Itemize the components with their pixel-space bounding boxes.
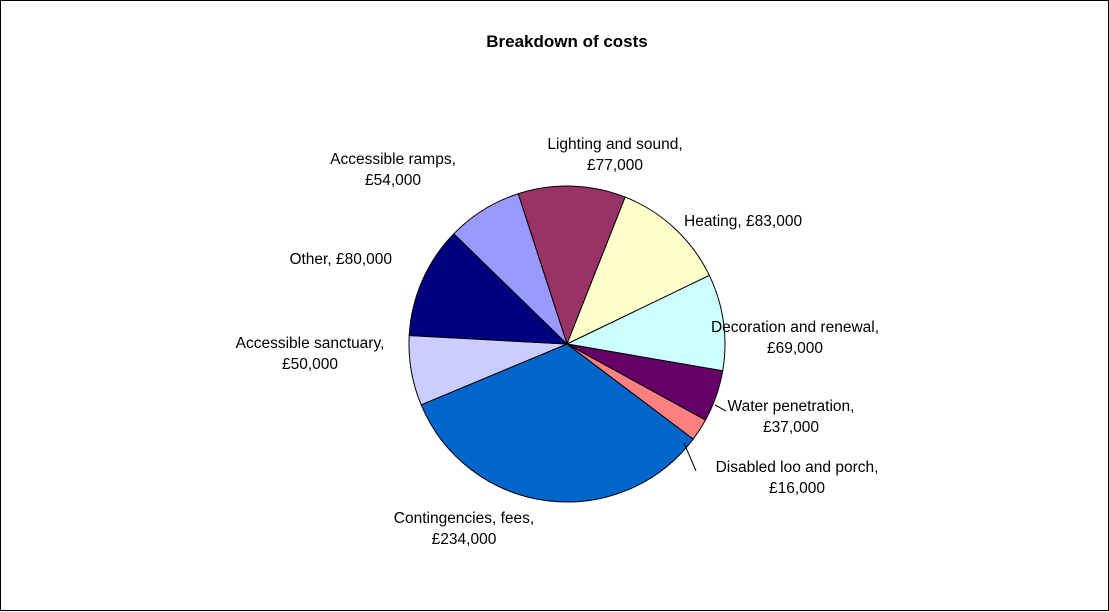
pie-slice-accessible-ramps — [453, 193, 568, 345]
leader-line — [714, 404, 727, 412]
pie-slices — [408, 185, 726, 503]
data-label: Accessible ramps, £54,000 — [330, 151, 456, 189]
data-label-category: Accessible sanctuary, — [236, 335, 385, 352]
data-label-category: Decoration and renewal, — [711, 319, 879, 336]
pie-slice-lighting-and-sound — [517, 185, 626, 346]
data-label-value: £69,000 — [767, 340, 823, 357]
leader-lines — [683, 404, 727, 472]
data-label-category: Water penetration, — [728, 398, 855, 415]
data-label-value: £77,000 — [587, 157, 643, 174]
data-label: Heating, £83,000 — [684, 213, 802, 230]
data-labels: Lighting and sound, £77,000 Heating, £83,0… — [236, 136, 879, 548]
data-label: Disabled loo and porch, £16,000 — [716, 459, 879, 497]
pie-slice-other — [408, 233, 569, 345]
data-label-category: Heating, — [684, 213, 742, 230]
pie-slice-decoration-and-renewal — [565, 274, 726, 372]
data-label: Water penetration, £37,000 — [728, 398, 855, 436]
data-label-category: Disabled loo and porch, — [716, 459, 879, 476]
data-label-category: Contingencies, fees, — [394, 510, 534, 527]
data-label: Lighting and sound, £77,000 — [547, 136, 682, 174]
data-label: Accessible sanctuary, £50,000 — [236, 335, 385, 373]
data-label: Contingencies, fees, £234,000 — [394, 510, 534, 548]
data-label-value: £16,000 — [769, 480, 825, 497]
data-label-category: Lighting and sound, — [547, 136, 682, 153]
data-label-value: £83,000 — [742, 213, 803, 230]
pie-slice-heating — [566, 196, 711, 346]
data-label: Other, £80,000 — [289, 251, 392, 268]
data-label: Decoration and renewal, £69,000 — [711, 319, 879, 357]
data-label-value: £37,000 — [763, 419, 819, 436]
data-label-category: Accessible ramps, — [330, 151, 456, 168]
data-label-category: Other, — [289, 251, 331, 268]
data-label-value: £80,000 — [332, 251, 393, 268]
pie-slice-contingencies-fees — [420, 343, 694, 503]
leader-line — [683, 442, 697, 472]
data-label-value: £50,000 — [282, 356, 338, 373]
data-label-value: £234,000 — [432, 531, 497, 548]
data-label-value: £54,000 — [365, 172, 421, 189]
chart-title: Breakdown of costs — [486, 32, 648, 51]
